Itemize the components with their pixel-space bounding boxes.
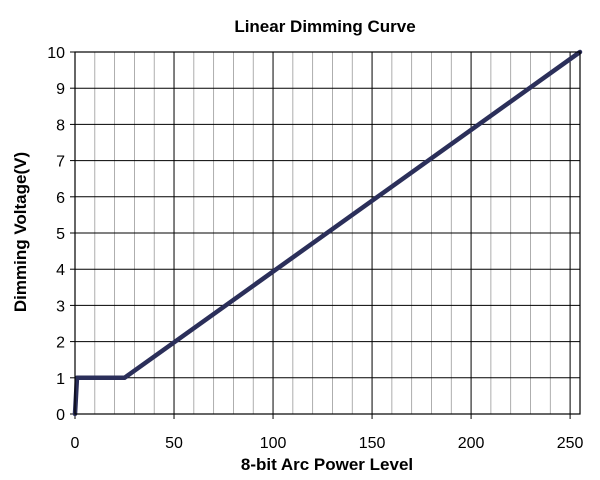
y-tick-label: 2	[56, 335, 65, 352]
y-tick-label: 10	[47, 45, 65, 62]
x-tick-label: 0	[71, 435, 80, 452]
x-axis-label: 8-bit Arc Power Level	[241, 455, 413, 474]
x-tick-label: 250	[557, 435, 584, 452]
x-tick-label: 200	[458, 435, 485, 452]
y-axis-label: Dimming Voltage(V)	[11, 152, 30, 312]
x-tick-label: 50	[165, 435, 183, 452]
series-line	[72, 49, 583, 417]
series-layer	[72, 49, 583, 417]
y-tick-label: 6	[56, 190, 65, 207]
y-tick-label: 8	[56, 117, 65, 134]
chart-title: Linear Dimming Curve	[234, 17, 415, 36]
y-tick-label: 3	[56, 298, 65, 315]
y-tick-label: 9	[56, 81, 65, 98]
x-tick-label: 100	[260, 435, 287, 452]
y-tick-label: 5	[56, 226, 65, 243]
grid	[75, 52, 580, 414]
y-tick-label: 1	[56, 371, 65, 388]
x-tick-label: 150	[359, 435, 386, 452]
y-tick-label: 0	[56, 407, 65, 424]
y-tick-label: 7	[56, 154, 65, 171]
y-tick-label: 4	[56, 262, 65, 279]
plot-frame	[74, 51, 581, 415]
